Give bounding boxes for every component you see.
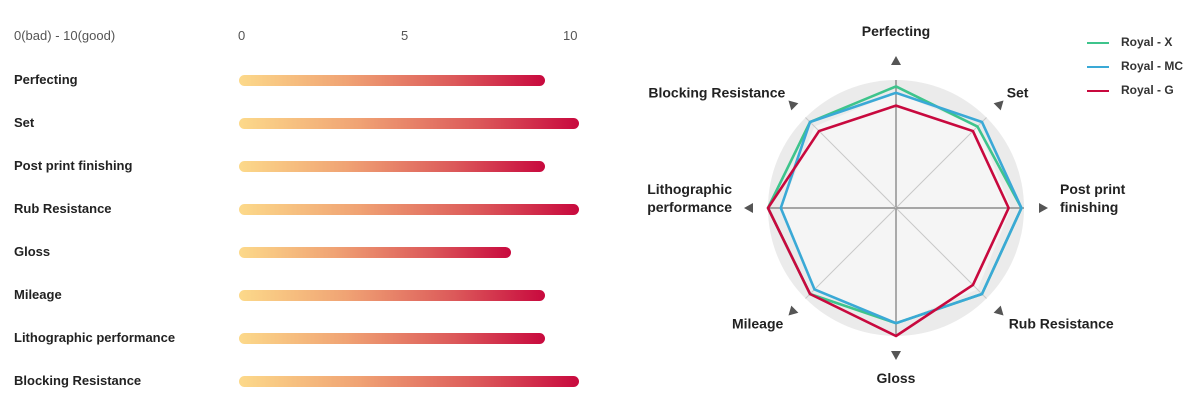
axis-label-lithographic-performance: Lithographic performance: [647, 181, 732, 215]
bar-track-perfecting: [239, 75, 579, 86]
radar-legend: Royal - X Royal - MC Royal - G: [1087, 34, 1197, 106]
bar-rub-resistance: [239, 204, 579, 215]
radar-chart-panel: Perfecting Set Post print finishing Rub Resi…: [600, 0, 1199, 413]
bar-label-post-print-finishing: Post print finishing: [14, 158, 133, 173]
legend-label-royal-x: Royal - X: [1121, 35, 1173, 49]
axis-marker-mileage: [788, 305, 799, 316]
bar-label-rub-resistance: Rub Resistance: [14, 201, 112, 216]
axis-label-line: Lithographic: [647, 181, 732, 197]
bar-row-rub-resistance: Rub Resistance: [0, 201, 600, 225]
bar-perfecting: [239, 75, 545, 86]
axis-marker-rub-resistance: [993, 305, 1004, 316]
scale-tick-10: 10: [563, 28, 578, 43]
axis-label-set: Set: [1007, 84, 1029, 100]
bar-gloss: [239, 247, 511, 258]
bar-track-set: [239, 118, 579, 129]
axis-label-rub-resistance: Rub Resistance: [1009, 316, 1114, 332]
axis-label-line: Rub Resistance: [1009, 316, 1114, 332]
axis-marker-post-print-finishing: [1039, 203, 1048, 213]
bar-track-post-print-finishing: [239, 161, 579, 172]
bar-label-blocking-resistance: Blocking Resistance: [14, 373, 142, 388]
legend-swatch-royal-mc: [1087, 66, 1109, 68]
axis-label-gloss: Gloss: [877, 370, 916, 386]
axis-label-perfecting: Perfecting: [862, 23, 930, 39]
axis-label-line: Gloss: [877, 370, 916, 386]
bar-row-gloss: Gloss: [0, 244, 600, 268]
axis-label-blocking-resistance: Blocking Resistance: [648, 84, 785, 100]
bar-track-rub-resistance: [239, 204, 579, 215]
axis-label-line: finishing: [1060, 199, 1118, 215]
bar-label-mileage: Mileage: [14, 287, 62, 302]
bar-track-blocking-resistance: [239, 376, 579, 387]
bar-label-perfecting: Perfecting: [14, 72, 78, 87]
bar-row-lithographic-performance: Lithographic performance: [0, 330, 600, 354]
bar-label-set: Set: [14, 115, 35, 130]
legend-swatch-royal-x: [1087, 42, 1109, 44]
axis-label-line: Perfecting: [862, 23, 930, 39]
bar-blocking-resistance: [239, 376, 579, 387]
axis-label-line: Set: [1007, 84, 1029, 100]
scale-range-label: 0(bad) - 10(good): [14, 28, 116, 43]
bar-lithographic-performance: [239, 333, 545, 344]
axis-marker-set: [993, 100, 1004, 111]
axis-label-line: performance: [647, 199, 732, 215]
axis-label-post-print-finishing: Post print finishing: [1060, 181, 1126, 215]
axis-marker-blocking-resistance: [788, 100, 799, 111]
legend-label-royal-g: Royal - G: [1121, 83, 1174, 97]
bar-row-mileage: Mileage: [0, 287, 600, 311]
axis-marker-gloss: [891, 351, 901, 360]
radar-diagonal-line: [805, 207, 897, 299]
axis-label-line: Mileage: [732, 316, 784, 332]
scale-tick-5: 5: [401, 28, 409, 43]
legend-swatch-royal-g: [1087, 90, 1109, 92]
bar-row-post-print-finishing: Post print finishing: [0, 158, 600, 182]
axis-label-line: Post print: [1060, 181, 1126, 197]
bar-row-blocking-resistance: Blocking Resistance: [0, 373, 600, 397]
scale-tick-0: 0: [238, 28, 246, 43]
bar-track-gloss: [239, 247, 579, 258]
bar-chart-panel: 0(bad) - 10(good) 0 5 10 Perfecting Set Po…: [0, 28, 600, 397]
bar-row-perfecting: Perfecting: [0, 72, 600, 96]
bar-track-lithographic-performance: [239, 333, 579, 344]
legend-item-royal-mc[interactable]: Royal - MC: [1087, 58, 1197, 82]
legend-item-royal-g[interactable]: Royal - G: [1087, 82, 1197, 106]
bar-row-set: Set: [0, 115, 600, 139]
axis-label-mileage: Mileage: [732, 316, 784, 332]
bar-label-lithographic-performance: Lithographic performance: [14, 330, 176, 345]
bar-mileage: [239, 290, 545, 301]
axis-marker-lithographic-performance: [744, 203, 753, 213]
legend-label-royal-mc: Royal - MC: [1121, 59, 1184, 73]
radar-diagonal-line: [895, 117, 987, 209]
radar-chart: Perfecting Set Post print finishing Rub Resi…: [647, 23, 1126, 386]
axis-marker-perfecting: [891, 56, 901, 65]
radar-diagonal-line: [805, 117, 897, 209]
legend-item-royal-x[interactable]: Royal - X: [1087, 34, 1197, 58]
bar-set: [239, 118, 579, 129]
bar-post-print-finishing: [239, 161, 545, 172]
radar-series-royal-g: [766, 104, 1010, 338]
radar-diagonal-line: [895, 207, 987, 299]
radar-series-royal-mc: [779, 91, 1023, 325]
bar-label-gloss: Gloss: [14, 244, 51, 259]
bar-track-mileage: [239, 290, 579, 301]
axis-label-line: Blocking Resistance: [648, 84, 785, 100]
